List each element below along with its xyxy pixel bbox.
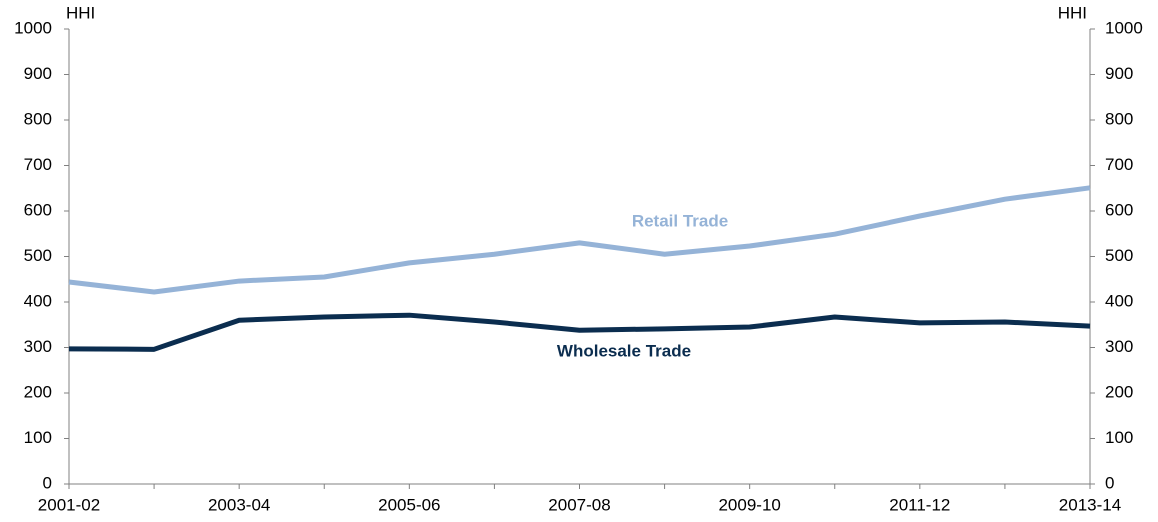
y2-tick-label: 200 — [1105, 382, 1133, 401]
series-line — [68, 312, 1091, 352]
y2-tick-label: 500 — [1105, 246, 1133, 265]
y2-tick-label: 900 — [1105, 64, 1133, 83]
y2-tick-label: 100 — [1105, 428, 1133, 447]
y2-tick-label: 800 — [1105, 109, 1133, 128]
x-tick-label: 2003-04 — [208, 495, 270, 514]
y-tick-label: 800 — [24, 109, 52, 128]
series-label: Wholesale Trade — [557, 341, 691, 360]
y2-tick-label: 1000 — [1105, 18, 1143, 37]
y-tick-label: 1000 — [14, 18, 52, 37]
y-tick-label: 900 — [24, 64, 52, 83]
y-tick-label: 0 — [43, 473, 52, 492]
x-tick-label: 2013-14 — [1059, 495, 1121, 514]
x-tick-label: 2007-08 — [548, 495, 610, 514]
y-tick-label: 100 — [24, 428, 52, 447]
y2-tick-label: 600 — [1105, 200, 1133, 219]
y2-tick-label: 400 — [1105, 291, 1133, 310]
y-axis-label: HHI — [66, 3, 95, 22]
series-line — [68, 185, 1091, 295]
y2-tick-label: 700 — [1105, 155, 1133, 174]
x-tick-label: 2009-10 — [718, 495, 780, 514]
y2-tick-label: 300 — [1105, 337, 1133, 356]
x-tick-label: 2011-12 — [889, 495, 950, 514]
series-label: Retail Trade — [632, 211, 728, 230]
y-tick-label: 200 — [24, 382, 52, 401]
y2-axis-label: HHI — [1058, 3, 1087, 22]
y-tick-label: 400 — [24, 291, 52, 310]
y-tick-label: 700 — [24, 155, 52, 174]
y-tick-label: 600 — [24, 200, 52, 219]
x-tick-label: 2005-06 — [378, 495, 440, 514]
x-tick-label: 2001-02 — [38, 495, 100, 514]
y2-tick-label: 0 — [1105, 473, 1114, 492]
y-tick-label: 300 — [24, 337, 52, 356]
y-tick-label: 500 — [24, 246, 52, 265]
